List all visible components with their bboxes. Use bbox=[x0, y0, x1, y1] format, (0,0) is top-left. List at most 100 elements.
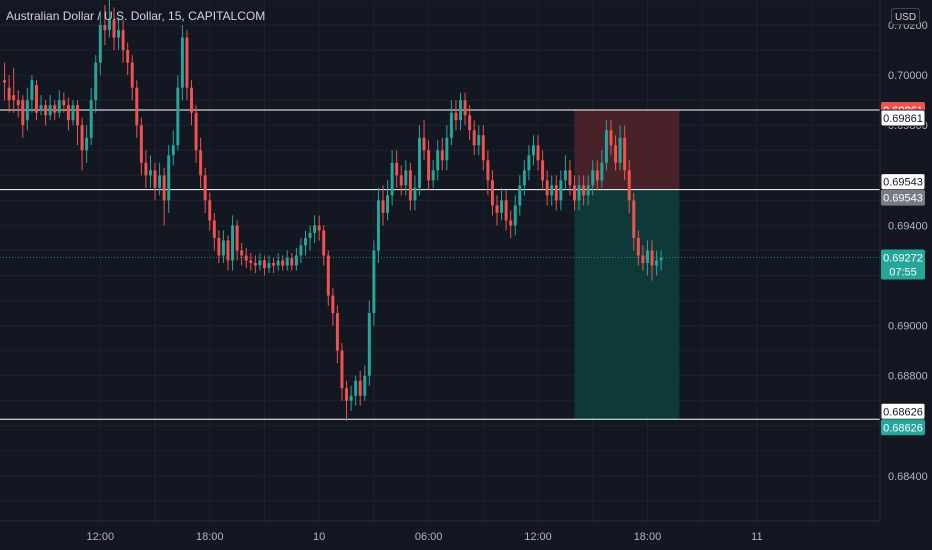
candle-body bbox=[431, 170, 435, 181]
candle-body bbox=[190, 87, 193, 113]
stop-loss-zone bbox=[574, 109, 680, 190]
candle-body bbox=[509, 220, 513, 226]
candle-body bbox=[94, 62, 98, 101]
candle-body bbox=[121, 30, 125, 51]
candle-body bbox=[34, 85, 38, 113]
candle-body bbox=[317, 225, 321, 231]
candle-body bbox=[272, 263, 276, 266]
candle-body bbox=[632, 200, 636, 238]
candle-body bbox=[354, 380, 358, 396]
x-tick-label: 12:00 bbox=[87, 531, 115, 543]
candle-body bbox=[636, 237, 640, 256]
candle-body bbox=[103, 25, 107, 31]
candle-body bbox=[107, 20, 111, 31]
candle-body bbox=[340, 350, 344, 389]
candle-body bbox=[304, 237, 307, 246]
candle-body bbox=[326, 255, 330, 296]
candle-body bbox=[623, 137, 627, 171]
candle-body bbox=[363, 375, 367, 396]
candle-body bbox=[299, 245, 303, 256]
candle-body bbox=[253, 263, 257, 266]
candle-body bbox=[536, 145, 540, 161]
countdown-label: 07:55 bbox=[889, 266, 917, 278]
candle-body bbox=[372, 250, 376, 314]
candle-body bbox=[641, 255, 645, 264]
candle-body bbox=[376, 200, 380, 251]
candle-body bbox=[445, 137, 449, 161]
candle-body bbox=[294, 255, 298, 266]
candle-body bbox=[504, 200, 508, 221]
candle-body bbox=[481, 135, 485, 161]
candle-body bbox=[194, 112, 198, 151]
candle-body bbox=[454, 112, 458, 121]
candle-body bbox=[477, 135, 481, 146]
candle-body bbox=[308, 232, 312, 238]
candle-body bbox=[381, 200, 385, 213]
candle-body bbox=[208, 200, 212, 221]
candle-body bbox=[655, 260, 659, 266]
currency-button[interactable]: USD bbox=[891, 8, 920, 25]
candle-body bbox=[199, 150, 203, 176]
candle-body bbox=[418, 137, 421, 188]
candle-body bbox=[618, 137, 622, 163]
candle-body bbox=[85, 137, 89, 151]
horizontal-lines bbox=[0, 109, 880, 420]
candle-body bbox=[290, 257, 294, 266]
candle-body bbox=[7, 87, 11, 101]
candle-body bbox=[472, 130, 476, 146]
candle-body bbox=[390, 162, 394, 196]
candle-body bbox=[44, 105, 48, 116]
candle-body bbox=[221, 240, 225, 256]
candle-body bbox=[80, 125, 84, 151]
candle-body bbox=[627, 170, 631, 201]
candle-body bbox=[185, 37, 189, 88]
candle-body bbox=[335, 313, 339, 351]
candle-body bbox=[573, 185, 576, 201]
candle-body bbox=[130, 62, 134, 88]
candle-body bbox=[659, 257, 663, 261]
y-tick-label: 0.68400 bbox=[888, 471, 928, 483]
candle-body bbox=[408, 170, 412, 201]
candle-body bbox=[126, 50, 130, 63]
candle-body bbox=[25, 100, 29, 121]
candle-body bbox=[358, 380, 362, 396]
candle-body bbox=[262, 260, 266, 269]
candle-body bbox=[48, 105, 52, 116]
candle-body bbox=[226, 240, 230, 261]
candle-body bbox=[463, 100, 467, 116]
candle-body bbox=[582, 185, 586, 196]
candle-body bbox=[386, 195, 390, 213]
x-tick-label: 18:00 bbox=[634, 531, 662, 543]
candle-body bbox=[554, 185, 558, 201]
candle-body bbox=[285, 257, 289, 266]
price-tag-label: 0.68626 bbox=[883, 406, 923, 418]
candle-body bbox=[135, 87, 139, 126]
y-tick-label: 0.69400 bbox=[888, 220, 928, 232]
candle-body bbox=[217, 237, 221, 256]
candle-body bbox=[495, 205, 499, 213]
candle-body bbox=[244, 255, 248, 261]
price-tag-label: 0.68626 bbox=[883, 422, 923, 434]
candle-body bbox=[117, 30, 121, 38]
candle-body bbox=[522, 170, 526, 186]
candle-body bbox=[162, 175, 166, 201]
candle-body bbox=[258, 260, 262, 266]
candle-body bbox=[541, 160, 545, 181]
candle-body bbox=[231, 225, 235, 261]
candle-body bbox=[559, 180, 563, 201]
candle-body bbox=[500, 200, 504, 213]
candle-body bbox=[267, 263, 271, 269]
candle-body bbox=[76, 105, 79, 126]
candle-body bbox=[3, 80, 7, 83]
candle-body bbox=[550, 185, 554, 196]
grid bbox=[0, 0, 880, 521]
candle-body bbox=[645, 250, 649, 264]
candle-body bbox=[240, 250, 244, 256]
candle-body bbox=[413, 187, 417, 201]
candle-body bbox=[595, 170, 599, 181]
candle-body bbox=[349, 395, 353, 401]
y-tick-label: 0.69000 bbox=[888, 321, 928, 333]
candle-body bbox=[180, 37, 184, 88]
